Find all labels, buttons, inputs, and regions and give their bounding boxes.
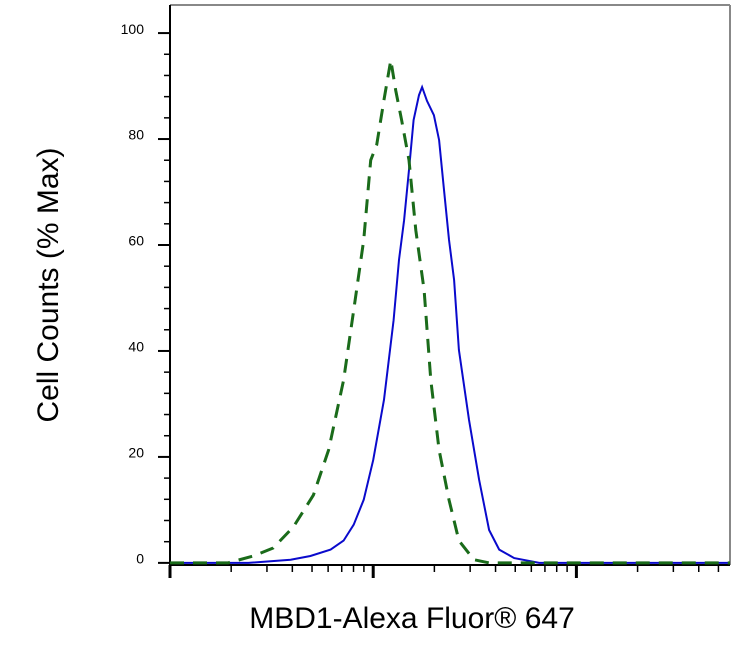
y-tick-label: 80 [128,127,144,143]
y-tick-label: 20 [128,445,144,461]
y-tick-label: 40 [128,339,144,355]
x-axis-title: MBD1-Alexa Fluor® 647 [249,602,575,635]
series-line [170,84,730,564]
y-axis-title: Cell Counts (% Max) [32,147,65,422]
y-tick-label: 0 [136,551,144,567]
y-tick-label: 100 [121,21,145,37]
series-line [170,59,730,565]
y-tick-label: 60 [128,233,144,249]
